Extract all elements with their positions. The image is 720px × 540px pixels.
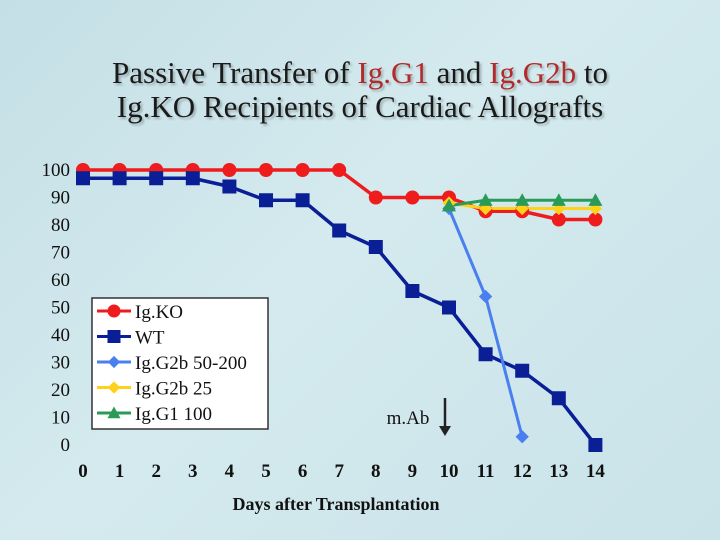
legend-label: Ig.KO <box>135 302 183 323</box>
y-tick-label: 80 <box>51 215 70 236</box>
legend-swatch-marker <box>107 304 121 318</box>
series-0-point <box>588 212 603 227</box>
series-0-point <box>332 163 347 177</box>
y-tick-label: 10 <box>51 408 70 429</box>
x-tick-label: 6 <box>298 461 308 482</box>
y-tick-label: 0 <box>61 435 71 456</box>
x-tick-label: 14 <box>586 461 606 482</box>
series-1-point <box>515 363 530 378</box>
x-tick-label: 13 <box>549 461 568 482</box>
slide-title: Passive Transfer of Ig.G1 and Ig.G2b to … <box>0 56 720 124</box>
y-tick-label: 100 <box>42 160 71 181</box>
title-part: and <box>428 55 490 90</box>
legend-swatch-marker <box>107 406 121 419</box>
title-part: to <box>576 55 608 90</box>
series-0-point <box>295 163 310 177</box>
x-tick-label: 8 <box>371 461 381 482</box>
series-1-point <box>442 300 456 315</box>
series-4-point <box>551 193 566 206</box>
series-4-point <box>478 193 493 206</box>
series-1-point <box>112 171 127 186</box>
series-2-point <box>478 289 493 304</box>
series-0-point <box>551 212 566 227</box>
x-axis-label: Days after Transplantation <box>232 494 439 514</box>
title-line-2: Ig.KO Recipients of Cardiac Allografts <box>116 89 604 124</box>
y-tick-label: 40 <box>51 325 70 346</box>
series-4-point <box>588 193 603 206</box>
series-1-point <box>405 284 420 298</box>
x-tick-label: 3 <box>188 461 198 482</box>
x-tick-label: 5 <box>261 461 271 482</box>
title-line-1: Passive Transfer of Ig.G1 and Ig.G2b to <box>0 56 720 90</box>
series-1-point <box>185 171 200 186</box>
legend-label: Ig.G2b 50-200 <box>135 353 247 374</box>
series-1-point <box>295 193 310 208</box>
legend-label: WT <box>135 328 165 349</box>
series-4-point <box>442 198 456 212</box>
legend-label: Ig.G2b 25 <box>135 379 212 400</box>
annotation-label: m.Ab <box>387 408 430 429</box>
annotation-arrow-head <box>439 426 451 436</box>
x-tick-label: 1 <box>115 461 125 482</box>
x-tick-label: 12 <box>513 461 532 482</box>
y-tick-label: 50 <box>51 298 70 319</box>
x-tick-label: 4 <box>225 461 235 482</box>
series-0-point <box>405 190 420 205</box>
series-1-point <box>149 171 164 186</box>
x-tick-label: 10 <box>440 461 459 482</box>
title-part: Passive Transfer of <box>112 55 358 90</box>
x-tick-label: 11 <box>477 461 495 482</box>
series-1-point <box>368 240 383 254</box>
x-tick-label: 9 <box>408 461 418 482</box>
series-1-point <box>588 438 603 452</box>
title-accent-igg2b: Ig.G2b <box>489 55 577 90</box>
y-tick-label: 90 <box>51 188 70 209</box>
x-tick-label: 7 <box>334 461 344 482</box>
series-4-point <box>515 193 530 206</box>
legend-label: Ig.G1 100 <box>135 404 212 425</box>
y-tick-label: 60 <box>51 270 70 291</box>
series-1-point <box>551 391 566 406</box>
title-accent-igg1: Ig.G1 <box>357 55 429 90</box>
x-tick-label: 0 <box>78 461 88 482</box>
series-0-point <box>368 190 383 205</box>
series-1-point <box>332 223 347 238</box>
series-2-point <box>515 430 529 444</box>
x-tick-label: 2 <box>151 461 161 482</box>
series-1-point <box>76 171 90 186</box>
series-0-point <box>222 163 237 177</box>
legend-swatch-marker <box>107 355 121 369</box>
series-0-point <box>259 163 273 177</box>
series-1-point <box>259 193 273 208</box>
y-tick-label: 70 <box>51 243 70 264</box>
y-tick-label: 30 <box>51 353 70 374</box>
y-tick-label: 20 <box>51 380 70 401</box>
series-1-point <box>478 347 493 362</box>
legend-swatch-marker <box>107 381 121 394</box>
legend-swatch-marker <box>107 330 121 343</box>
series-1-point <box>222 179 237 194</box>
